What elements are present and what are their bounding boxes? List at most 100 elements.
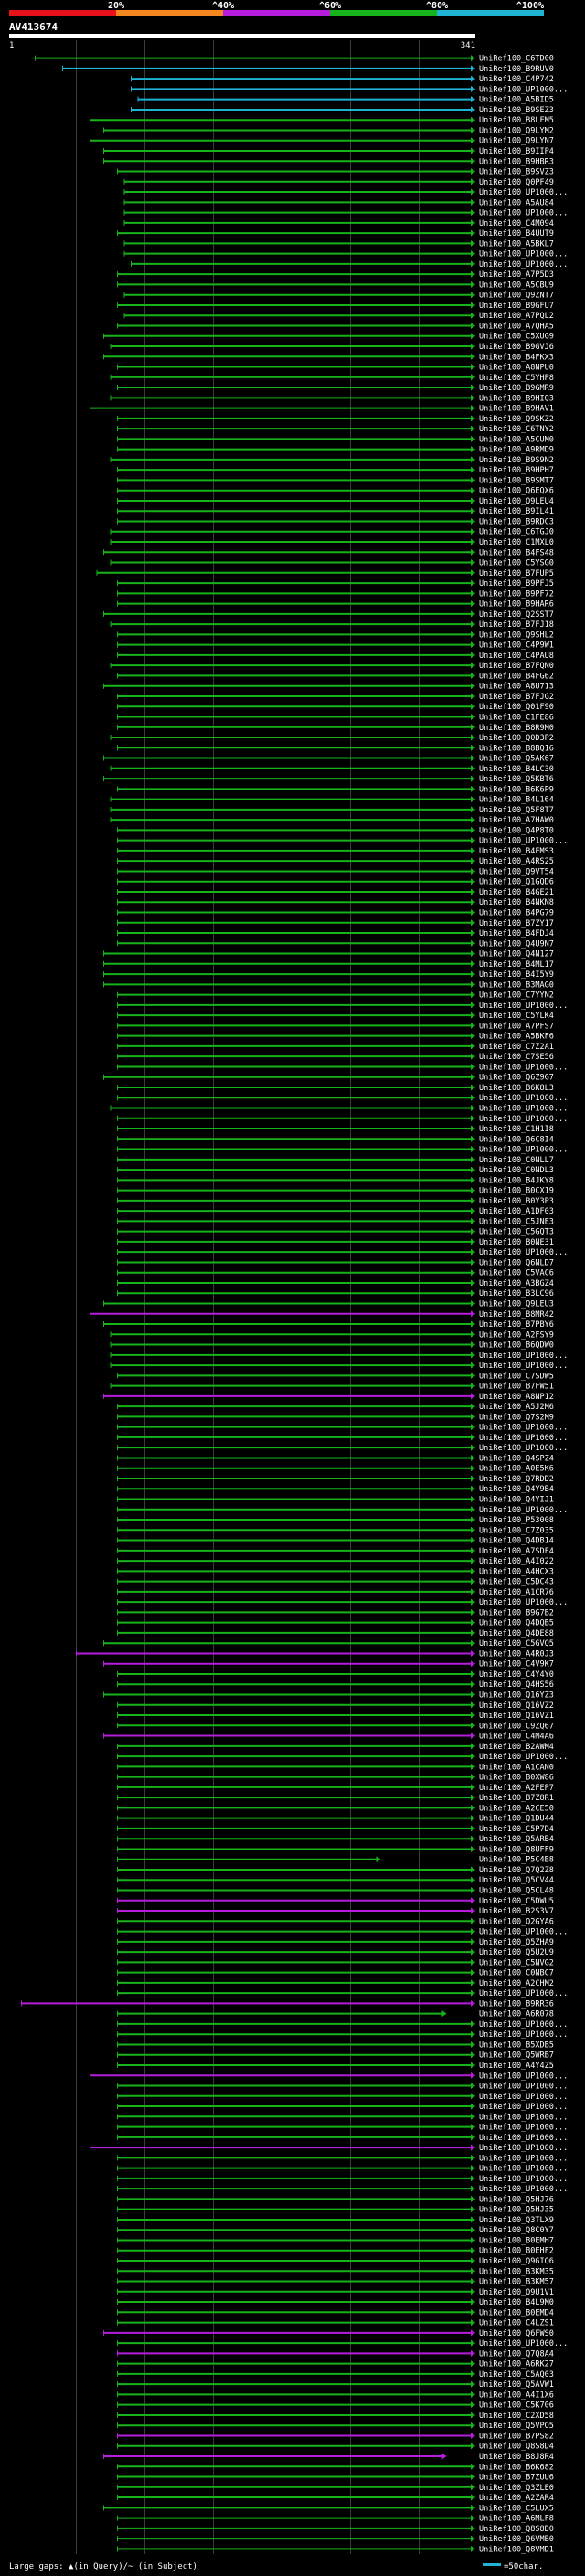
hit-label[interactable]: UniRef100_B9SMT7 xyxy=(479,476,554,485)
hit-row[interactable]: UniRef100_B0CX19 xyxy=(117,1187,554,1196)
hit-row[interactable]: UniRef100_C1MXL0 xyxy=(110,538,554,547)
hit-row[interactable]: UniRef100_B7ZY17 xyxy=(117,919,554,928)
hit-row[interactable]: UniRef100_UP1000... xyxy=(117,1115,569,1124)
hit-row[interactable]: UniRef100_C6TD00 xyxy=(35,55,554,64)
hit-label[interactable]: UniRef100_C5JNE3 xyxy=(479,1217,554,1226)
hit-row[interactable]: UniRef100_A5CBU9 xyxy=(117,281,554,290)
hit-row[interactable]: UniRef100_B4L9M0 xyxy=(117,2298,554,2307)
hit-row[interactable]: UniRef100_Q8VMD1 xyxy=(117,2545,554,2554)
hit-row[interactable]: UniRef100_UP1000... xyxy=(117,1928,569,1937)
hit-label[interactable]: UniRef100_B7ZY17 xyxy=(479,919,554,928)
hit-label[interactable]: UniRef100_Q9ZNT7 xyxy=(479,292,554,301)
hit-row[interactable]: UniRef100_B7PS82 xyxy=(117,2432,554,2441)
hit-row[interactable]: UniRef100_B5XDB5 xyxy=(117,2041,554,2050)
hit-label[interactable]: UniRef100_Q9SHL2 xyxy=(479,631,554,640)
hit-label[interactable]: UniRef100_Q5HJ76 xyxy=(479,2195,554,2204)
hit-row[interactable]: UniRef100_A2FEP7 xyxy=(117,1784,554,1793)
hit-label[interactable]: UniRef100_B4L164 xyxy=(479,796,554,805)
hit-row[interactable]: UniRef100_C5YHP8 xyxy=(110,374,554,383)
hit-row[interactable]: UniRef100_B9HIQ3 xyxy=(110,394,554,403)
hit-row[interactable]: UniRef100_C7Z035 xyxy=(117,1526,554,1535)
hit-row[interactable]: UniRef100_A1DF03 xyxy=(117,1207,554,1216)
hit-label[interactable]: UniRef100_B9HAV1 xyxy=(479,405,554,414)
hit-row[interactable]: UniRef100_UP1000... xyxy=(117,1598,569,1607)
hit-row[interactable]: UniRef100_B9GVJ6 xyxy=(110,343,554,352)
hit-label[interactable]: UniRef100_B4FDJ4 xyxy=(479,929,554,938)
hit-row[interactable]: UniRef100_Q5CV44 xyxy=(117,1876,554,1885)
hit-row[interactable]: UniRef100_UP1000... xyxy=(117,2083,569,2092)
hit-label[interactable]: UniRef100_B0NE31 xyxy=(479,1238,554,1247)
hit-row[interactable]: UniRef100_C4LZS1 xyxy=(117,2319,554,2328)
hit-row[interactable]: UniRef100_C5AQ03 xyxy=(117,2370,554,2380)
hit-row[interactable]: UniRef100_A4HCX3 xyxy=(117,1567,554,1576)
hit-label[interactable]: UniRef100_B4JKY8 xyxy=(479,1176,554,1185)
hit-label[interactable]: UniRef100_UP1000... xyxy=(479,2134,568,2143)
hit-row[interactable]: UniRef100_B0EMH7 xyxy=(117,2236,554,2245)
hit-row[interactable]: UniRef100_B7FW51 xyxy=(110,1383,554,1392)
hit-label[interactable]: UniRef100_B7PBY6 xyxy=(479,1320,554,1330)
hit-row[interactable]: UniRef100_B2AWM4 xyxy=(117,1743,554,1752)
hit-row[interactable]: UniRef100_UP1000... xyxy=(117,1094,569,1103)
hit-row[interactable]: UniRef100_B8LFM5 xyxy=(90,116,554,125)
hit-label[interactable]: UniRef100_B7Z8R1 xyxy=(479,1794,554,1803)
hit-label[interactable]: UniRef100_UP1000... xyxy=(479,260,568,270)
hit-label[interactable]: UniRef100_C5AQ03 xyxy=(479,2370,554,2380)
hit-row[interactable]: UniRef100_B9PFJ5 xyxy=(117,579,554,588)
hit-label[interactable]: UniRef100_B4UUT9 xyxy=(479,229,554,239)
hit-row[interactable]: UniRef100_A0E5K6 xyxy=(117,1465,554,1474)
hit-row[interactable]: UniRef100_B7Z8R1 xyxy=(117,1794,554,1803)
hit-row[interactable]: UniRef100_B0EHF2 xyxy=(117,2247,554,2256)
hit-label[interactable]: UniRef100_A5BKF6 xyxy=(479,1033,554,1042)
hit-row[interactable]: UniRef100_UP1000... xyxy=(117,1248,569,1257)
hit-row[interactable]: UniRef100_A4I1X6 xyxy=(117,2390,554,2400)
hit-label[interactable]: UniRef100_B9IIP4 xyxy=(479,147,554,156)
hit-row[interactable]: UniRef100_C5JNE3 xyxy=(117,1217,554,1226)
hit-label[interactable]: UniRef100_B0EHF2 xyxy=(479,2247,554,2256)
hit-label[interactable]: UniRef100_Q0PF49 xyxy=(479,178,554,187)
hit-label[interactable]: UniRef100_Q8UFF9 xyxy=(479,1845,554,1854)
hit-row[interactable]: UniRef100_B4JKY8 xyxy=(117,1176,554,1185)
hit-label[interactable]: UniRef100_UP1000... xyxy=(479,1753,568,1762)
hit-label[interactable]: UniRef100_A5BKL7 xyxy=(479,239,554,249)
hit-label[interactable]: UniRef100_Q5F8T7 xyxy=(479,806,554,815)
hit-label[interactable]: UniRef100_UP1000... xyxy=(479,1002,568,1011)
hit-row[interactable]: UniRef100_Q0D3P2 xyxy=(110,734,554,743)
hit-label[interactable]: UniRef100_Q8S8D0 xyxy=(479,2525,554,2534)
hit-row[interactable]: UniRef100_Q5F8T7 xyxy=(110,806,554,815)
hit-label[interactable]: UniRef100_A7HAW0 xyxy=(479,816,554,825)
hit-label[interactable]: UniRef100_C5XUG9 xyxy=(479,333,554,342)
hit-label[interactable]: UniRef100_UP1000... xyxy=(479,2165,568,2174)
hit-label[interactable]: UniRef100_B9PFJ5 xyxy=(479,579,554,588)
hit-label[interactable]: UniRef100_UP1000... xyxy=(479,2103,568,2112)
hit-label[interactable]: UniRef100_C7Z035 xyxy=(479,1526,554,1535)
hit-label[interactable]: UniRef100_Q6Z9G7 xyxy=(479,1074,554,1083)
hit-row[interactable]: UniRef100_Q9ZNT7 xyxy=(123,292,554,301)
hit-label[interactable]: UniRef100_C5K706 xyxy=(479,2401,554,2411)
hit-label[interactable]: UniRef100_B9GMR9 xyxy=(479,384,554,393)
hit-label[interactable]: UniRef100_UP1000... xyxy=(479,1104,568,1113)
hit-label[interactable]: UniRef100_UP1000... xyxy=(479,1063,568,1072)
hit-label[interactable]: UniRef100_A4RS25 xyxy=(479,857,554,866)
hit-label[interactable]: UniRef100_UP1000... xyxy=(479,2124,568,2133)
hit-label[interactable]: UniRef100_B7FUP5 xyxy=(479,569,554,578)
hit-label[interactable]: UniRef100_B2S3V7 xyxy=(479,1907,554,1916)
hit-row[interactable]: UniRef100_Q9U1V1 xyxy=(117,2288,554,2297)
hit-row[interactable]: UniRef100_B4FS48 xyxy=(103,548,554,557)
hit-row[interactable]: UniRef100_B3KM35 xyxy=(117,2267,554,2276)
hit-row[interactable]: UniRef100_Q9GIQ6 xyxy=(117,2257,554,2266)
hit-row[interactable]: UniRef100_Q3TLX9 xyxy=(117,2216,554,2225)
hit-label[interactable]: UniRef100_UP1000... xyxy=(479,837,568,846)
hit-row[interactable]: UniRef100_A6R078 xyxy=(117,2010,554,2019)
hit-label[interactable]: UniRef100_A2FEP7 xyxy=(479,1784,554,1793)
hit-row[interactable]: UniRef100_B4UUT9 xyxy=(117,229,554,239)
hit-label[interactable]: UniRef100_B4FG62 xyxy=(479,672,554,681)
hit-row[interactable]: UniRef100_Q01F90 xyxy=(117,703,554,712)
hit-label[interactable]: UniRef100_B9GVJ6 xyxy=(479,343,554,352)
hit-label[interactable]: UniRef100_B7FW51 xyxy=(479,1383,554,1392)
hit-label[interactable]: UniRef100_C5DWU5 xyxy=(479,1897,554,1906)
hit-label[interactable]: UniRef100_UP1000... xyxy=(479,2339,568,2348)
hit-label[interactable]: UniRef100_A5J2M6 xyxy=(479,1403,554,1412)
hit-label[interactable]: UniRef100_B3LC96 xyxy=(479,1289,554,1299)
hit-row[interactable]: UniRef100_C4M4A6 xyxy=(103,1733,554,1742)
hit-label[interactable]: UniRef100_Q7Q8A4 xyxy=(479,2349,554,2359)
